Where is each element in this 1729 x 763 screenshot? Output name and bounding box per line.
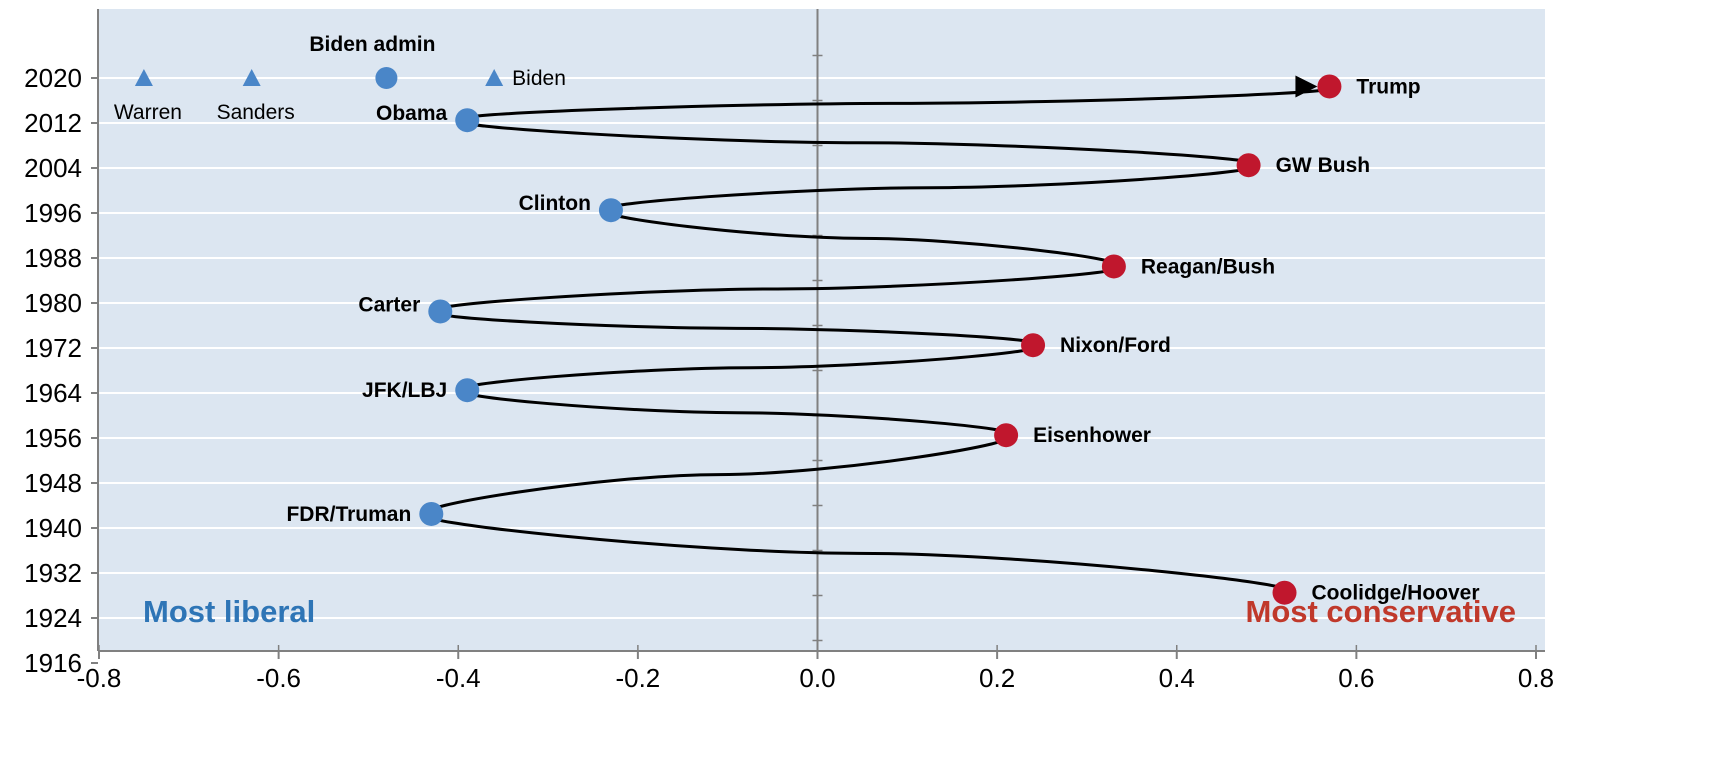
point-gw-bush — [1236, 153, 1261, 178]
x-tick-label: -0.2 — [615, 663, 660, 693]
arrowhead — [1295, 75, 1318, 98]
point-jfk-lbj — [455, 378, 480, 403]
label-jfk-lbj: JFK/LBJ — [362, 379, 447, 402]
point-reagan-bush — [1101, 254, 1126, 279]
label-obama: Obama — [376, 102, 448, 125]
label-sanders: Sanders — [217, 101, 295, 124]
label-carter: Carter — [358, 293, 420, 316]
label-biden-admin: Biden admin — [309, 33, 435, 56]
axes — [91, 9, 1545, 664]
point-carter — [428, 299, 453, 324]
gridlines — [98, 77, 1545, 619]
marker-sanders — [242, 69, 261, 86]
y-tick-label: 1924 — [24, 603, 82, 633]
label-fdr-truman: FDR/Truman — [286, 503, 411, 526]
y-tick-label: 1940 — [24, 513, 82, 543]
point-coolidge-hoover — [1272, 580, 1297, 605]
marker-biden-admin — [375, 67, 398, 89]
y-tick-labels: 2020 2012 2004 1996 1988 1980 1972 1964 1956 1948… — [24, 63, 82, 678]
x-tick-label: 0.4 — [1159, 663, 1195, 693]
y-tick-label: 2020 — [24, 63, 82, 93]
label-biden: Biden — [512, 67, 566, 90]
marker-warren — [134, 69, 153, 86]
label-reagan-bush: Reagan/Bush — [1141, 255, 1275, 278]
y-tick-label: 1948 — [24, 468, 82, 498]
label-trump: Trump — [1356, 75, 1420, 98]
point-fdr-truman — [419, 501, 444, 526]
label-clinton: Clinton — [519, 192, 591, 215]
most-conservative-label: Most conservative — [1246, 594, 1517, 629]
label-eisenhower: Eisenhower — [1033, 424, 1151, 447]
label-nixon-ford: Nixon/Ford — [1060, 334, 1171, 357]
x-tick-label: 0.8 — [1518, 663, 1554, 693]
point-obama — [455, 108, 480, 133]
x-tick-label: -0.8 — [77, 663, 122, 693]
x-tick-label: 0.2 — [979, 663, 1015, 693]
x-tick-label: -0.4 — [436, 663, 481, 693]
x-tick-labels: -0.8 -0.6 -0.4 -0.2 0.0 0.2 0.4 0.6 0.8 — [77, 663, 1554, 693]
label-warren: Warren — [114, 101, 182, 124]
marker-biden — [485, 69, 504, 86]
y-tick-label: 1964 — [24, 378, 82, 408]
y-tick-label: 2004 — [24, 153, 82, 183]
most-liberal-label: Most liberal — [143, 594, 315, 629]
label-gw-bush: GW Bush — [1276, 154, 1371, 177]
y-tick-label: 1980 — [24, 288, 82, 318]
point-nixon-ford — [1021, 333, 1046, 358]
y-tick-label: 2012 — [24, 108, 82, 138]
point-trump — [1317, 74, 1342, 99]
point-eisenhower — [994, 423, 1019, 448]
y-tick-label: 1916 — [24, 648, 82, 678]
y-tick-label: 1932 — [24, 558, 82, 588]
y-tick-label: 1988 — [24, 243, 82, 273]
x-tick-label: -0.6 — [256, 663, 301, 693]
x-tick-label: 0.6 — [1338, 663, 1374, 693]
point-clinton — [598, 198, 623, 223]
x-tick-label: 0.0 — [799, 663, 835, 693]
y-tick-label: 1996 — [24, 198, 82, 228]
label-coolidge-hoover: Coolidge/Hoover — [1312, 582, 1480, 605]
y-tick-label: 1956 — [24, 423, 82, 453]
candidate-points: Warren Sanders Biden Biden admin — [114, 33, 566, 124]
administration-points: Coolidge/Hoover FDR/Truman Eisenhower JFK/L… — [286, 74, 1480, 605]
y-tick-label: 1972 — [24, 333, 82, 363]
